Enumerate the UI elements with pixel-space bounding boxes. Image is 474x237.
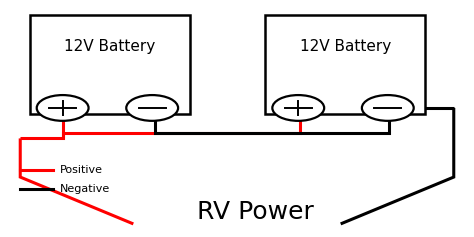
Circle shape xyxy=(273,95,324,121)
Text: 12V Battery: 12V Battery xyxy=(300,39,391,55)
FancyBboxPatch shape xyxy=(265,15,426,114)
Text: Positive: Positive xyxy=(60,165,103,175)
Circle shape xyxy=(126,95,178,121)
Text: 12V Battery: 12V Battery xyxy=(64,39,155,55)
Circle shape xyxy=(362,95,414,121)
FancyBboxPatch shape xyxy=(30,15,190,114)
Text: Negative: Negative xyxy=(60,184,110,194)
Text: RV Power: RV Power xyxy=(197,200,314,224)
Circle shape xyxy=(36,95,89,121)
